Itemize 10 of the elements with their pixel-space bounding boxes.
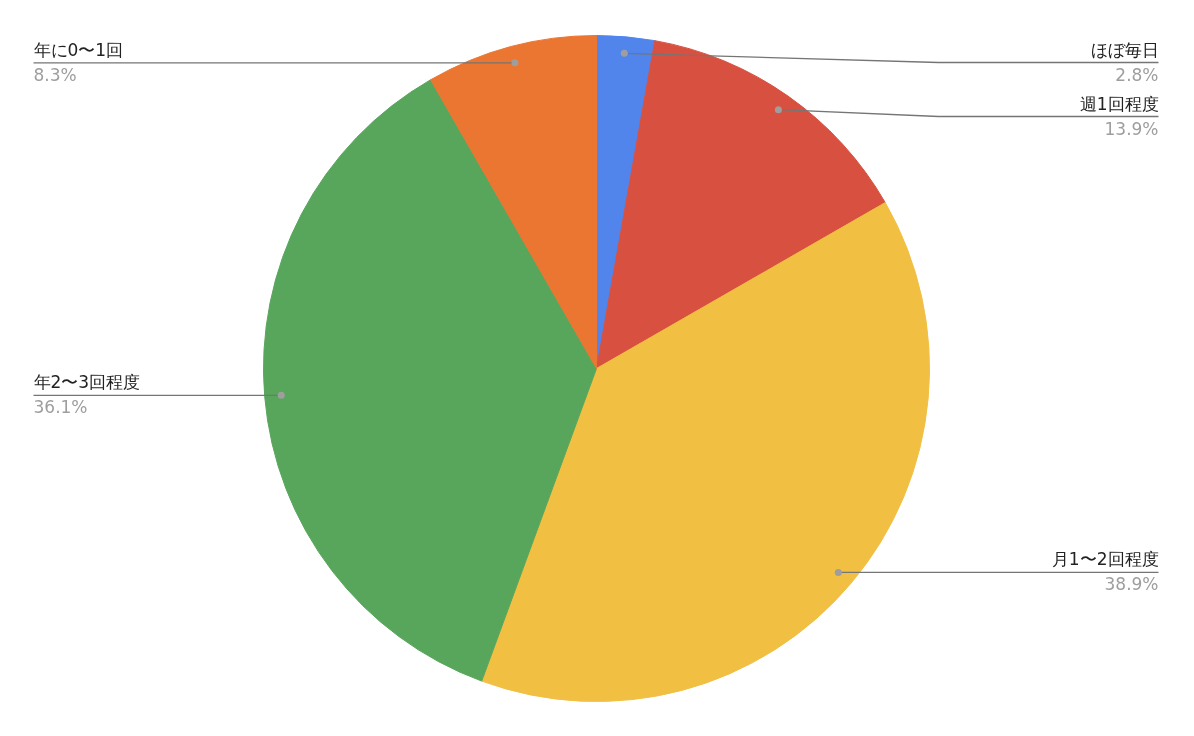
data-label: 8.3%	[33, 64, 77, 85]
slice-label: 月1〜2回程度	[1051, 549, 1159, 570]
slice-label: 年に0〜1回	[33, 39, 124, 60]
slice-label: 週1回程度	[1079, 93, 1159, 114]
data-label: 2.8%	[1115, 64, 1159, 85]
data-label: 13.9%	[1104, 118, 1159, 139]
slice-label: 年2〜3回程度	[33, 372, 141, 393]
data-label: 36.1%	[33, 397, 88, 418]
data-label: 38.9%	[1104, 574, 1159, 595]
slice-label: ほぼ毎日	[1090, 39, 1159, 60]
